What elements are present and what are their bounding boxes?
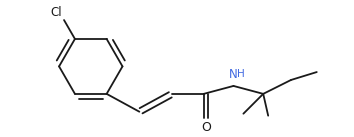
Text: N: N: [229, 68, 238, 81]
Text: O: O: [201, 121, 211, 134]
Text: H: H: [236, 69, 244, 79]
Text: Cl: Cl: [50, 6, 62, 19]
